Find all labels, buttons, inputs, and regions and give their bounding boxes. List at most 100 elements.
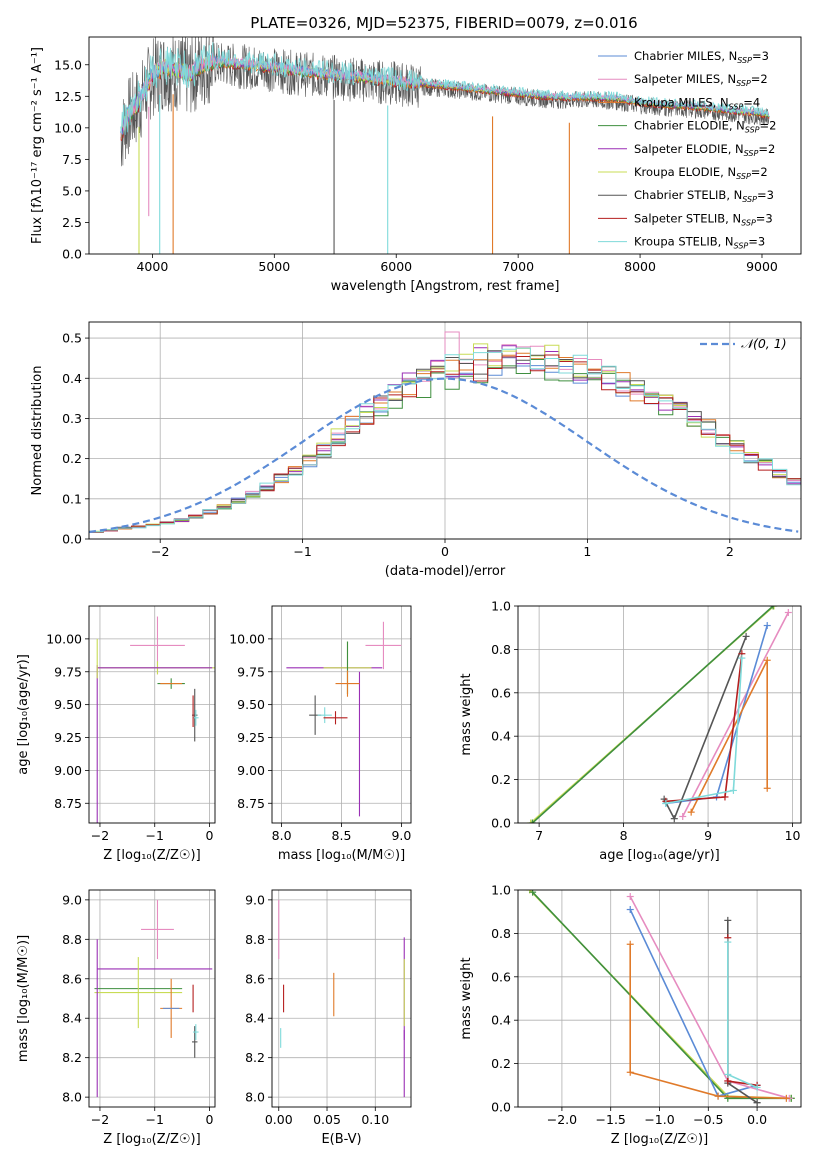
axes-frame xyxy=(271,605,412,824)
y-tick-label: 0.5 xyxy=(62,331,82,346)
x-tick-label: 0.0 xyxy=(747,1112,767,1127)
weight-line-kroupa_miles xyxy=(629,944,787,1100)
plus-marker xyxy=(763,784,771,792)
y-tick-label: 8.6 xyxy=(245,971,265,986)
x-tick-label: 0 xyxy=(206,828,214,843)
legend-entry: Kroupa STELIB, NSSP=3 xyxy=(634,235,765,251)
legend-tail: =2 xyxy=(751,165,768,179)
y-tick-label: 0.0 xyxy=(491,1100,511,1115)
errorbar-point xyxy=(323,711,348,725)
axes-age_Z: −2 −1 0 8.75 9.00 9.25 9.50 9.75 10.00 Z [log₁₀(Z… xyxy=(16,605,216,863)
errorbar-point xyxy=(365,621,402,670)
x-tick-label: 0.05 xyxy=(313,1112,341,1127)
y-tick-label: 0.0 xyxy=(62,247,82,262)
y-tick-label: 0.4 xyxy=(62,371,82,386)
errorbar-point xyxy=(193,709,199,726)
errorbar-point xyxy=(317,707,332,724)
plus-marker xyxy=(742,632,750,640)
x-tick-label: 9 xyxy=(704,828,712,843)
y-tick-label: 0.6 xyxy=(491,685,511,700)
plus-marker xyxy=(729,786,737,794)
y-tick-label: 0.2 xyxy=(62,451,82,466)
legend-entry: Chabrier MILES, NSSP=3 xyxy=(634,49,769,65)
plus-marker xyxy=(763,622,771,630)
y-tick-label: 9.50 xyxy=(237,697,265,712)
x-tick-label: 5000 xyxy=(258,259,290,274)
legend-name: Salpeter ELODIE, N xyxy=(634,142,744,156)
x-axis-label: wavelength [Angstrom, rest frame] xyxy=(331,279,560,294)
y-tick-label: 9.00 xyxy=(237,763,265,778)
legend-sub: SSP xyxy=(729,102,744,111)
plus-marker xyxy=(782,1094,790,1102)
legend-sub: SSP xyxy=(736,79,751,88)
y-tick-label: 0.4 xyxy=(491,729,511,744)
errorbar-point xyxy=(191,1026,198,1058)
plus-marker xyxy=(529,890,537,896)
axes-frame xyxy=(517,605,802,824)
y-axis-label: age [log₁₀(age/yr)] xyxy=(16,654,31,775)
x-tick-label: 7000 xyxy=(502,259,534,274)
x-tick-label: 9000 xyxy=(746,259,778,274)
axes-age_mass: 8.0 8.5 9.0 8.75 9.00 9.25 9.50 9.75 10.00 mass [… xyxy=(229,605,412,863)
axes-weight_age: 7 8 9 10 0.0 0.2 0.4 0.6 0.8 1.0 age [log₁₀(age/yr… xyxy=(459,599,802,863)
y-tick-label: 1.0 xyxy=(491,883,511,898)
plus-marker xyxy=(770,606,778,610)
y-tick-label: 0.2 xyxy=(491,772,511,787)
axes-weight_Z: −2.0 −1.5 −1.0 −0.5 0.0 0.0 0.2 0.4 0.6 0.8 1.0 Z [… xyxy=(459,883,802,1147)
weight-line-chabrier_elodie xyxy=(531,606,774,823)
y-tick-label: 8.8 xyxy=(62,932,82,947)
plot-area-weight_age xyxy=(527,606,792,823)
y-tick-label: 8.6 xyxy=(62,971,82,986)
y-tick-label: 2.5 xyxy=(62,215,82,230)
gaussian-curve xyxy=(89,377,799,534)
y-tick-label: 8.75 xyxy=(54,796,82,811)
plus-marker xyxy=(626,906,634,914)
y-tick-label: 8.4 xyxy=(245,1011,265,1026)
y-tick-label: 10.00 xyxy=(229,631,265,646)
y-tick-label: 9.00 xyxy=(54,763,82,778)
legend-sub: SSP xyxy=(745,126,760,135)
x-tick-label: 0.10 xyxy=(361,1112,389,1127)
x-tick-label: 0.00 xyxy=(265,1112,293,1127)
axes-frame xyxy=(88,36,802,255)
x-tick-label: 10 xyxy=(785,828,801,843)
y-tick-label: 9.0 xyxy=(62,892,82,907)
legend-entry: 𝒩(0, 1) xyxy=(741,336,787,351)
x-axis-label: Z [log₁₀(Z/Z☉)] xyxy=(611,1132,708,1147)
y-tick-label: 10.00 xyxy=(46,631,82,646)
legend-tail: =2 xyxy=(760,119,777,133)
y-tick-label: 8.0 xyxy=(245,1090,265,1105)
plus-marker xyxy=(724,916,732,924)
axes-frame xyxy=(88,889,216,1108)
x-axis-label: age [log₁₀(age/yr)] xyxy=(599,848,720,863)
plus-marker xyxy=(763,656,771,664)
x-tick-label: 8 xyxy=(620,828,628,843)
errorbar-point xyxy=(335,670,360,697)
x-tick-label: −1 xyxy=(146,1112,164,1127)
y-tick-label: 0.1 xyxy=(62,491,82,506)
x-tick-label: −1 xyxy=(293,544,311,559)
legend-entry: Kroupa MILES, NSSP=4 xyxy=(634,95,760,111)
errorbar-point xyxy=(141,899,174,960)
legend-entry: Chabrier STELIB, NSSP=3 xyxy=(634,188,774,204)
x-tick-label: 8000 xyxy=(624,259,656,274)
x-tick-label: 0 xyxy=(206,1112,214,1127)
legend-tail: =4 xyxy=(743,95,760,109)
legend-name: Kroupa ELODIE, N xyxy=(634,165,736,179)
y-axis-label: mass weight xyxy=(459,957,474,1039)
legend-sub: SSP xyxy=(741,218,756,227)
plus-marker xyxy=(724,1070,732,1078)
y-tick-label: 8.8 xyxy=(245,932,265,947)
axes-residuals: −2 −1 0 1 2 0.0 0.1 0.2 0.3 0.4 0.5 (data-model)/er… xyxy=(30,321,802,579)
plus-marker xyxy=(724,938,732,946)
y-tick-label: 0.0 xyxy=(62,532,82,547)
y-axis-label: Normed distribution xyxy=(30,366,45,496)
plus-marker xyxy=(687,808,695,816)
axes-frame xyxy=(88,605,216,824)
legend-name: Salpeter MILES, N xyxy=(634,72,736,86)
plus-marker xyxy=(714,1092,722,1100)
y-axis-label: mass weight xyxy=(459,673,474,755)
x-tick-label: −1.5 xyxy=(596,1112,626,1127)
y-tick-label: 15.0 xyxy=(54,57,82,72)
x-tick-label: 9.0 xyxy=(391,828,411,843)
